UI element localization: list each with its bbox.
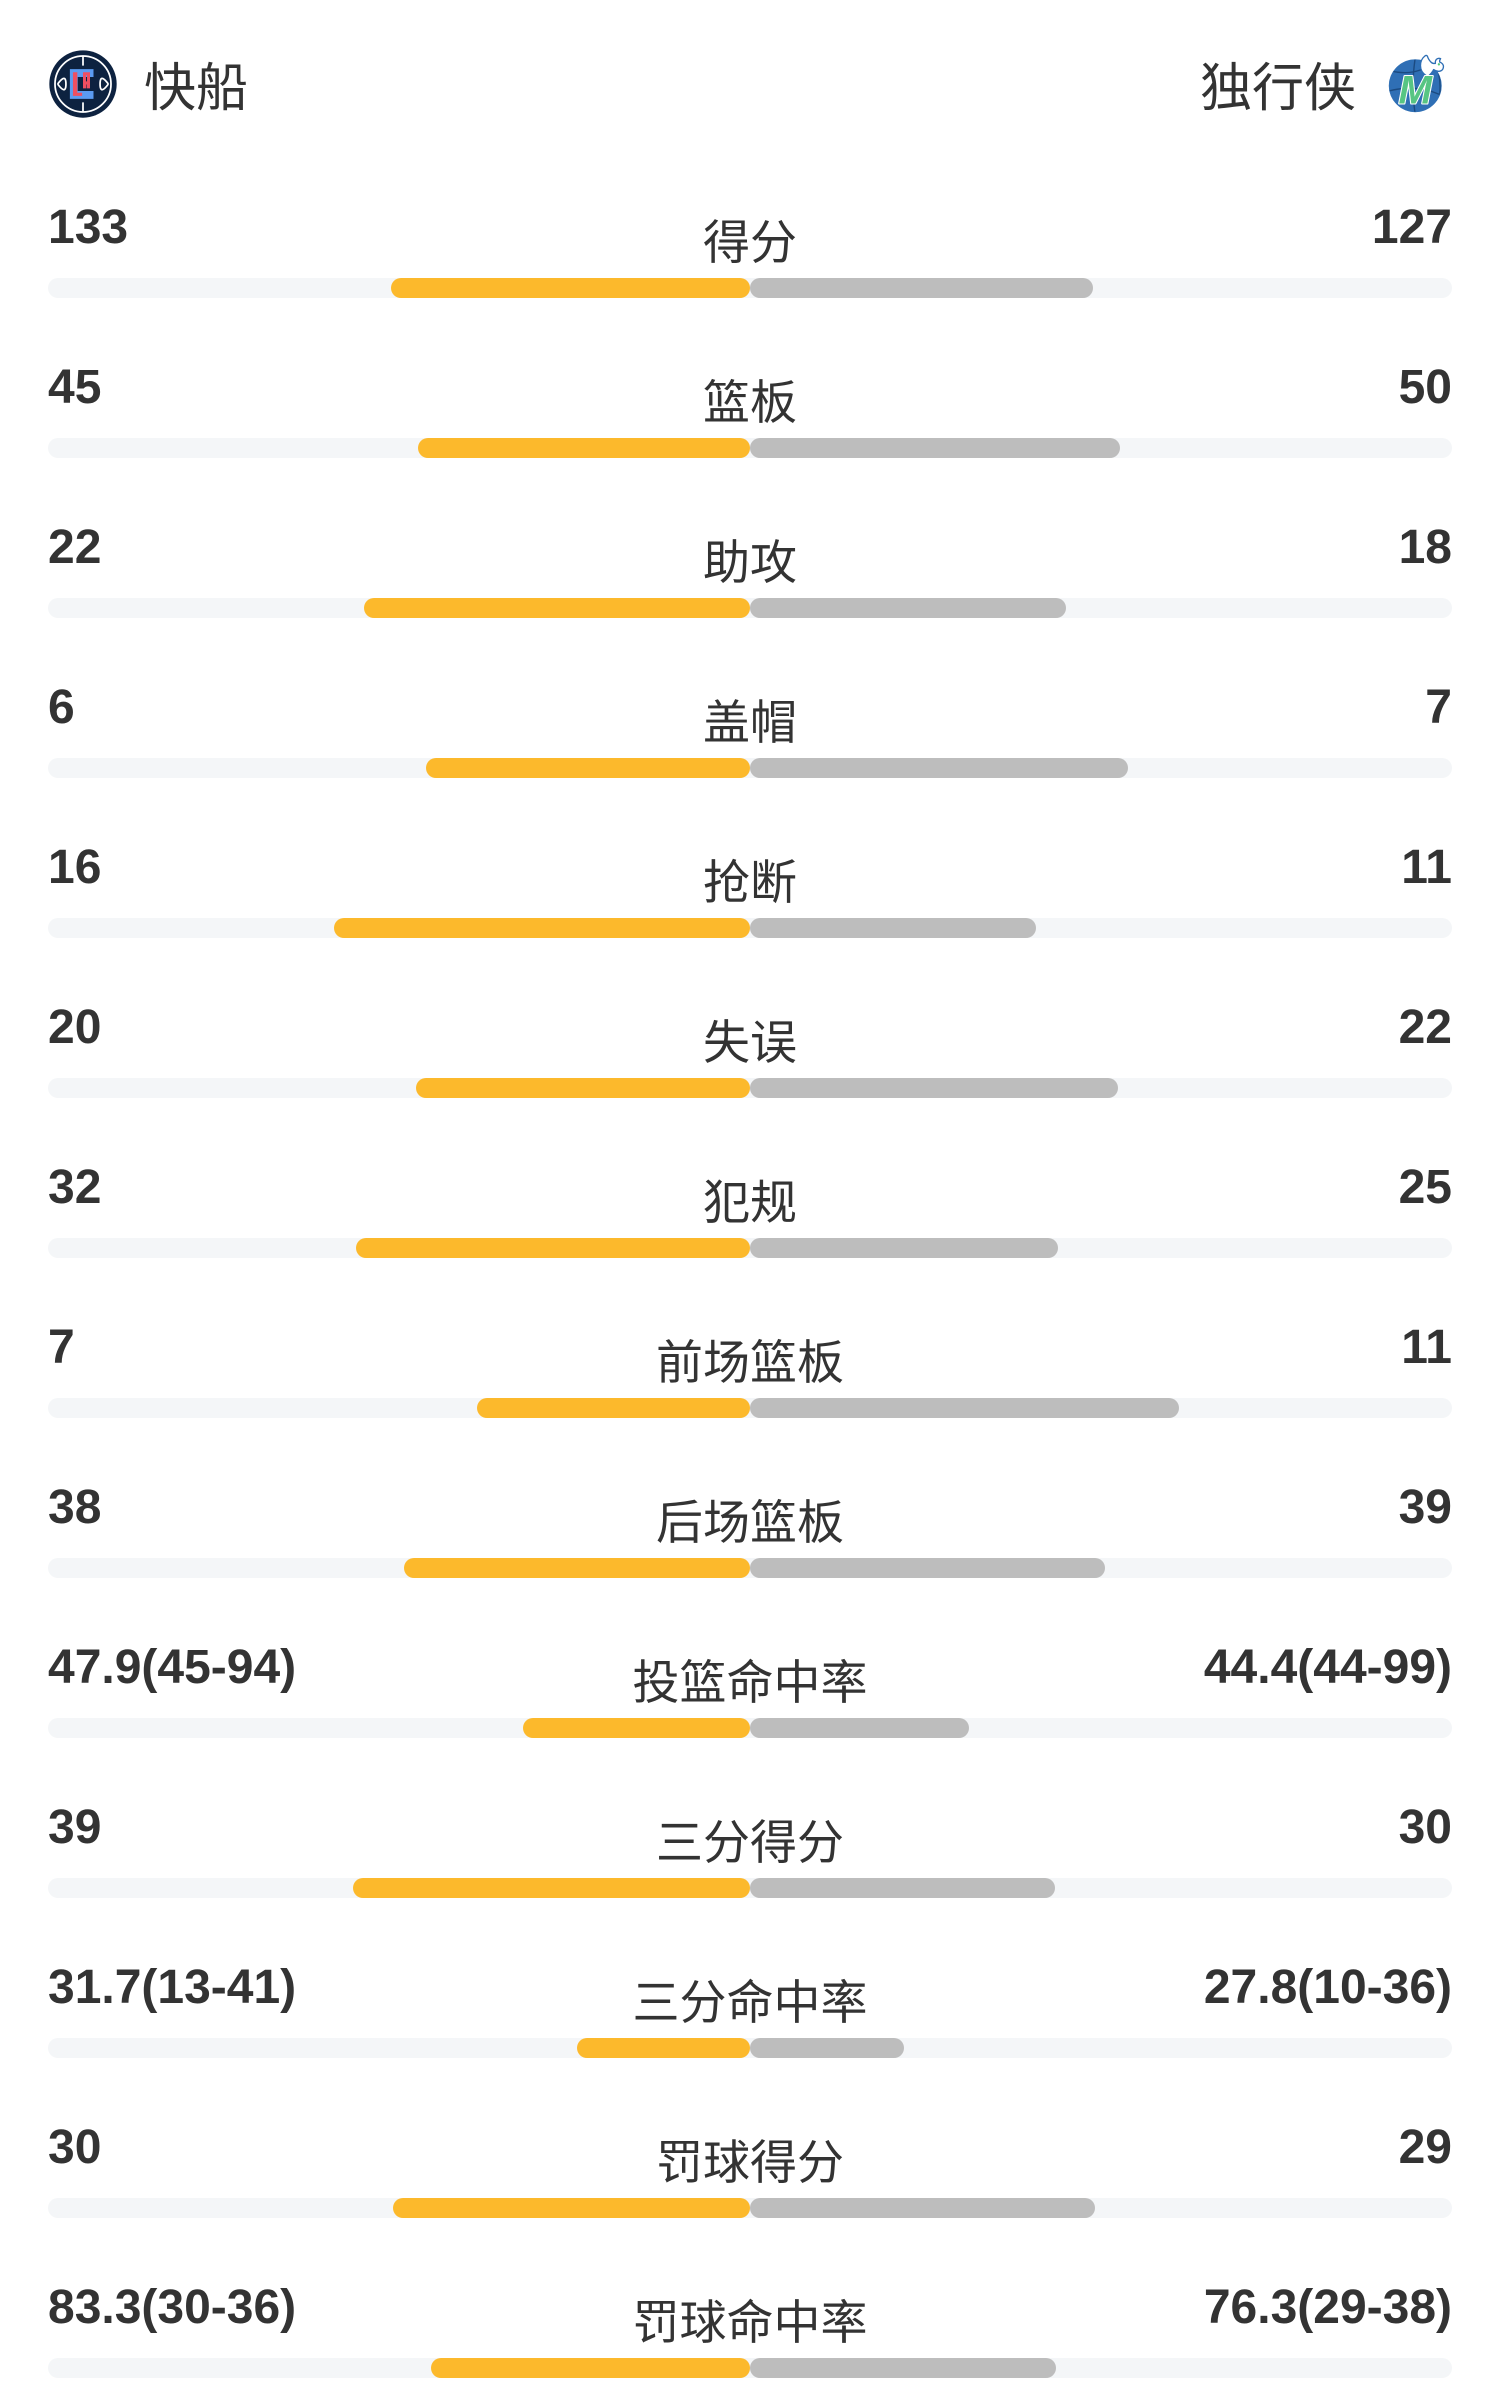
svg-text:M: M: [1398, 67, 1433, 112]
